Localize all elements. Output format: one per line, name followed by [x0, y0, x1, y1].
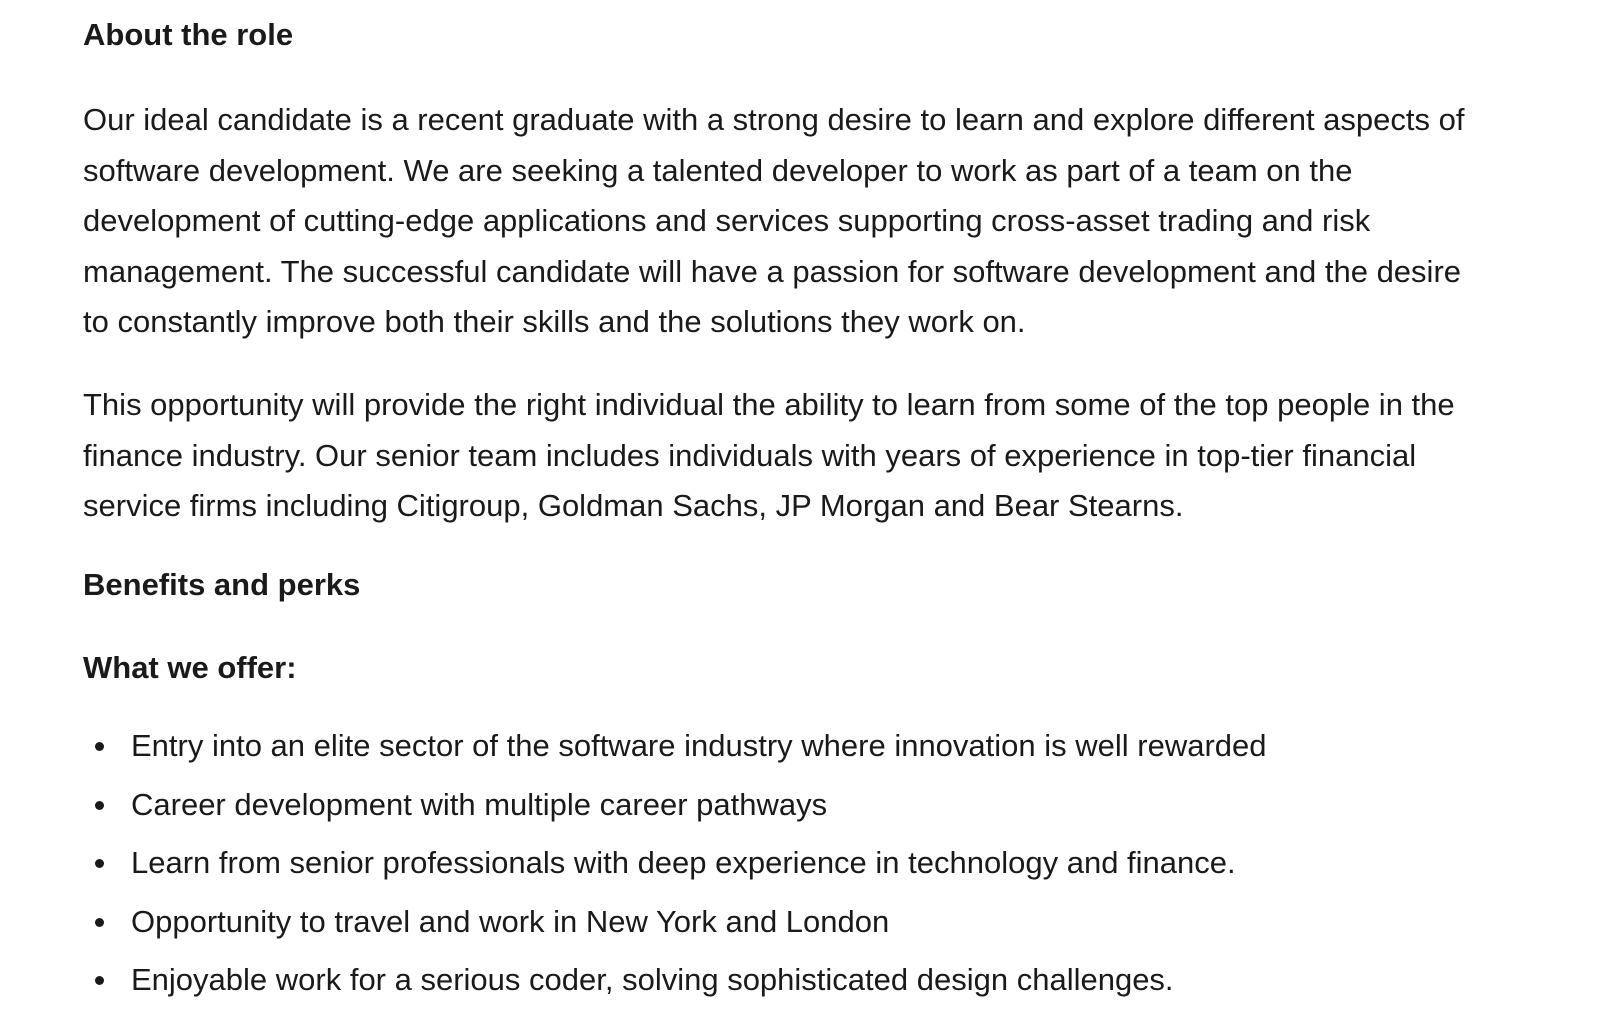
paragraph-line: finance industry. Our senior team includ…	[83, 437, 1417, 473]
about-role-paragraph-1: Our ideal candidate is a recent graduate…	[83, 95, 1573, 348]
paragraph-line: service firms including Citigroup, Goldm…	[83, 488, 1184, 523]
paragraph-line: This opportunity will provide the right …	[83, 387, 1455, 422]
list-item-text: Learn from senior professionals with dee…	[131, 845, 1236, 880]
bullet-icon	[95, 859, 104, 868]
benefits-list: Entry into an elite sector of the softwa…	[83, 726, 1267, 1019]
paragraph-line: development of cutting-edge applications…	[83, 203, 1371, 238]
paragraph-line: Our ideal candidate is a recent graduate…	[83, 102, 1465, 137]
list-item: Opportunity to travel and work in New Yo…	[83, 902, 1267, 942]
about-role-paragraph-2: This opportunity will provide the right …	[83, 380, 1573, 532]
list-item: Career development with multiple career …	[83, 785, 1267, 825]
paragraph-line: to constantly improve both their skills …	[83, 304, 1026, 339]
list-item-text: Enjoyable work for a serious coder, solv…	[131, 962, 1174, 997]
list-item-text: Entry into an elite sector of the softwa…	[131, 728, 1267, 763]
benefits-heading: Benefits and perks	[83, 567, 361, 602]
bullet-icon	[95, 917, 104, 927]
bullet-icon	[95, 800, 104, 810]
list-item: Learn from senior professionals with dee…	[83, 843, 1267, 883]
paragraph-line: management. The successful candidate wil…	[83, 253, 1462, 289]
list-item: Enjoyable work for a serious coder, solv…	[83, 960, 1267, 1000]
what-we-offer-heading: What we offer:	[83, 650, 297, 685]
bullet-icon	[95, 976, 104, 985]
list-item-text: Opportunity to travel and work in New Yo…	[131, 903, 890, 939]
paragraph-line: software development. We are seeking a t…	[83, 152, 1353, 188]
list-item: Entry into an elite sector of the softwa…	[83, 726, 1267, 766]
bullet-icon	[95, 742, 104, 751]
about-role-heading: About the role	[83, 17, 294, 52]
list-item-text: Career development with multiple career …	[131, 786, 828, 822]
